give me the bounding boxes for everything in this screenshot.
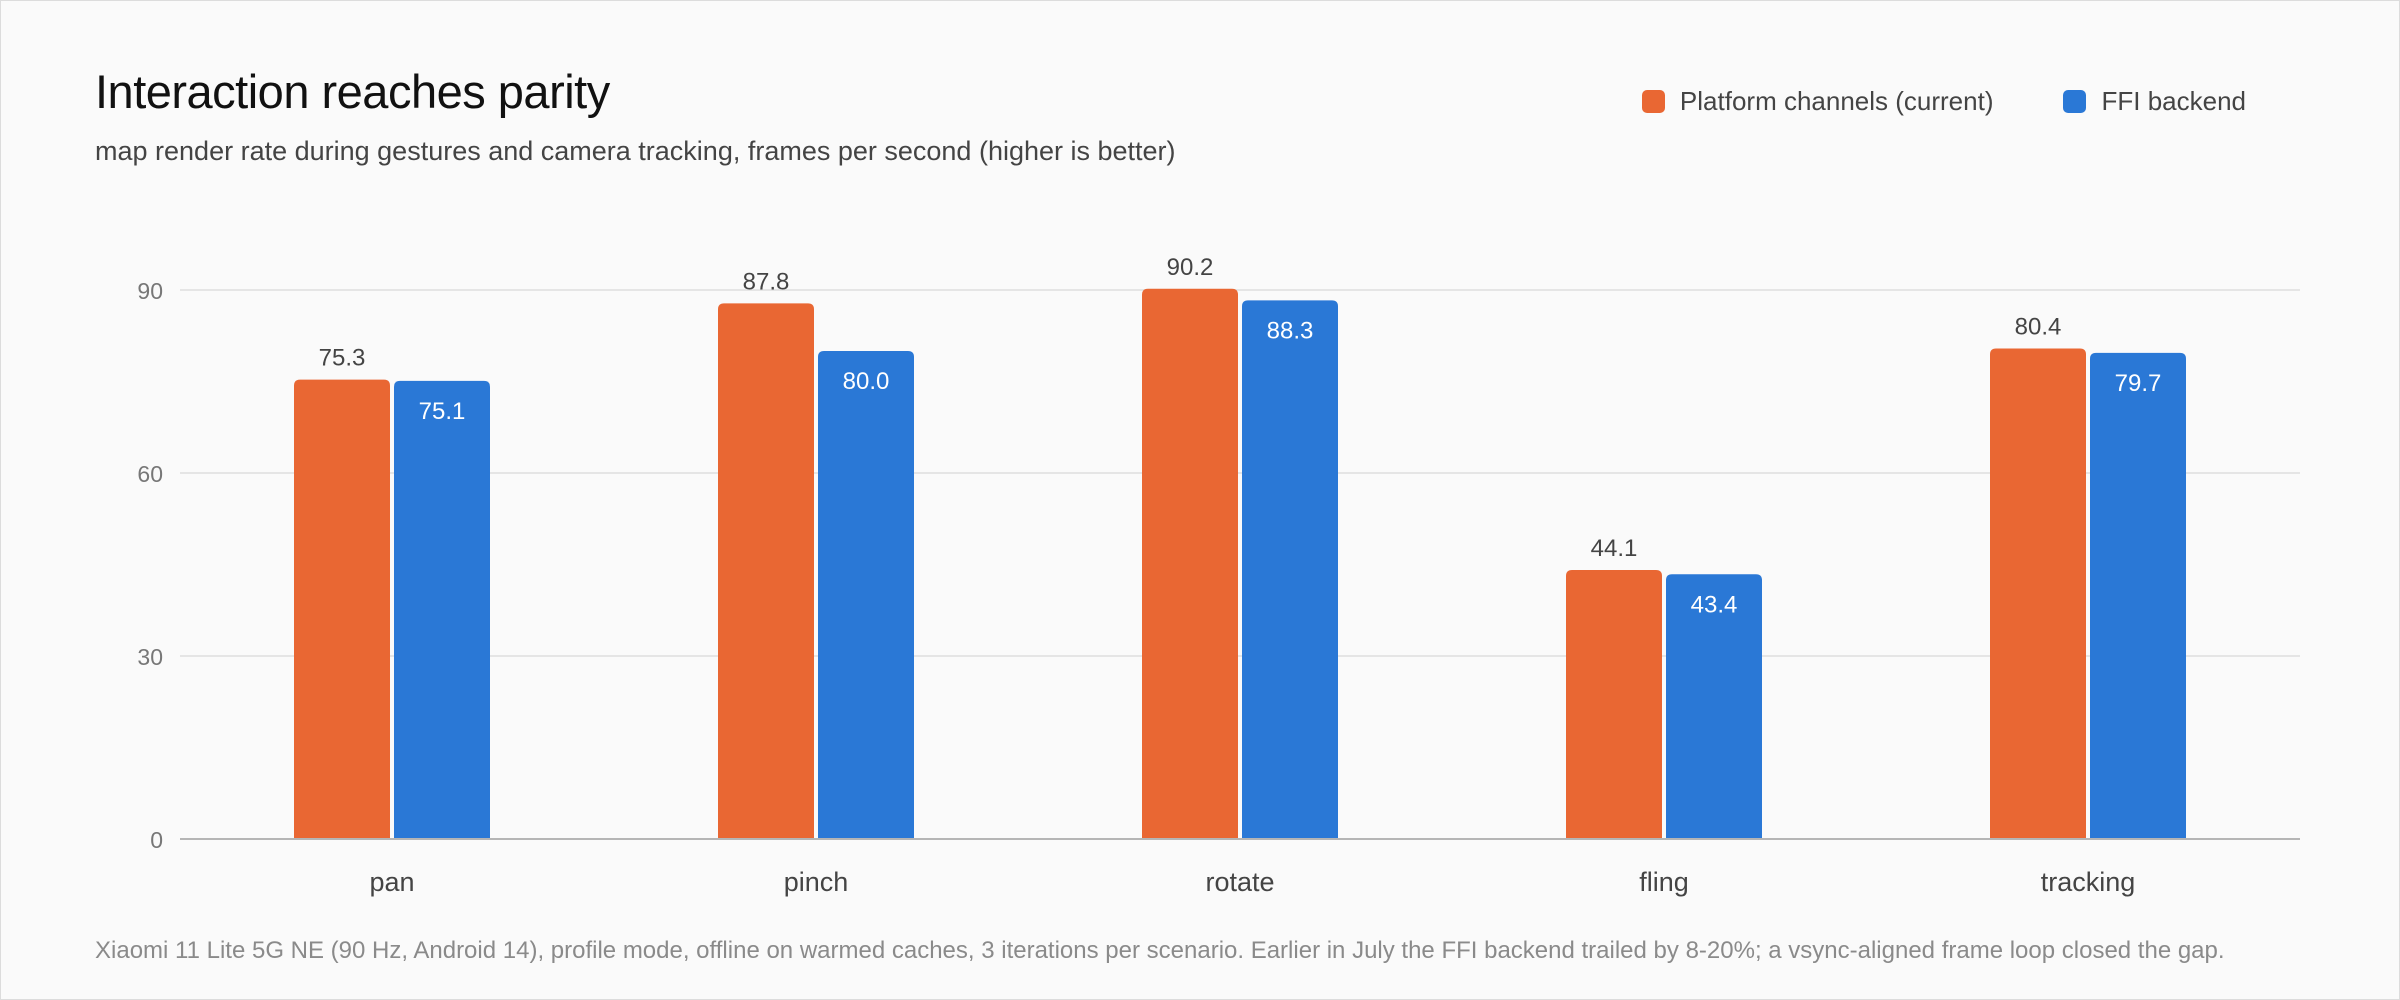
footnote: Xiaomi 11 Lite 5G NE (90 Hz, Android 14)… [95, 937, 2225, 964]
chart-subtitle: map render rate during gestures and came… [95, 136, 1176, 166]
bar-ffi-fling [1666, 574, 1762, 839]
bar-platform-rotate [1142, 288, 1238, 839]
bar-platform-pan [294, 379, 390, 839]
bar-ffi-tracking [2090, 352, 2186, 839]
data-label: 80.4 [2015, 314, 2062, 341]
data-label: 75.3 [319, 345, 366, 372]
data-label: 88.3 [1267, 317, 1314, 344]
legend-item-platform: Platform channels (current) [1641, 86, 1994, 117]
x-tick-label: pinch [784, 867, 849, 897]
data-label: 75.1 [419, 398, 466, 425]
y-tick-label: 30 [137, 644, 163, 670]
data-label: 79.7 [2115, 370, 2162, 397]
y-tick-label: 60 [137, 461, 163, 487]
x-tick-label: pan [369, 867, 414, 897]
bar-ffi-pinch [818, 351, 914, 839]
bar-platform-tracking [1990, 348, 2086, 839]
data-label: 90.2 [1167, 254, 1214, 281]
bar-platform-pinch [718, 303, 814, 839]
data-label: 87.8 [743, 268, 790, 295]
bar-ffi-rotate [1242, 300, 1338, 839]
data-label: 80.0 [843, 368, 890, 395]
y-tick-label: 0 [150, 827, 163, 853]
data-label: 44.1 [1591, 535, 1638, 562]
x-tick-label: fling [1639, 867, 1689, 897]
x-tick-label: tracking [2041, 867, 2136, 897]
legend: Platform channels (current) FFI backend [1641, 86, 2246, 117]
legend-swatch-platform [1641, 90, 1665, 113]
legend-label-platform: Platform channels (current) [1679, 86, 1994, 116]
bar-platform-fling [1566, 569, 1662, 839]
data-label: 43.4 [1691, 591, 1738, 618]
x-tick-label: rotate [1205, 867, 1274, 897]
legend-label-ffi: FFI backend [2101, 86, 2246, 116]
bar-ffi-pan [394, 380, 490, 839]
legend-swatch-ffi [2063, 90, 2087, 113]
legend-item-ffi: FFI backend [2063, 86, 2246, 117]
chart-title: Interaction reaches parity [95, 65, 610, 118]
y-tick-label: 90 [137, 278, 163, 304]
